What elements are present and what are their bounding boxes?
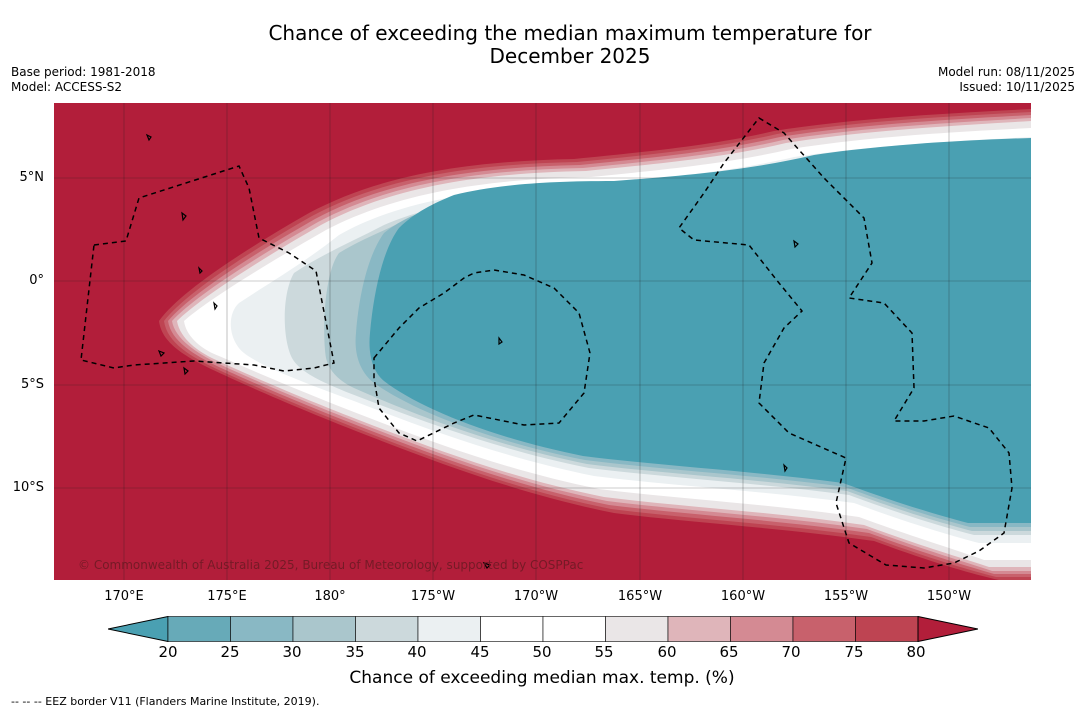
island-9	[213, 301, 218, 311]
title-line-2: December 2025	[489, 44, 651, 68]
colorbar-segment	[542, 616, 606, 642]
colorbar-tick: 25	[220, 643, 240, 661]
eez-borders	[80, 117, 1013, 569]
colorbar-segment	[167, 616, 231, 642]
colorbar-label: Chance of exceeding median max. temp. (%…	[349, 668, 735, 688]
colorbar-below-extension	[107, 615, 169, 643]
island-4	[157, 349, 166, 358]
base-period: Base period: 1981-2018	[11, 65, 156, 79]
eez-tokelau	[373, 269, 591, 442]
colorbar-tick: 50	[532, 643, 552, 661]
colorbar-tick: 30	[282, 643, 302, 661]
colorbar-segment	[355, 616, 419, 642]
lon-label-170w: 170°W	[513, 589, 559, 604]
islands	[145, 133, 799, 569]
copyright-notice: © Commonwealth of Australia 2025, Bureau…	[78, 558, 584, 572]
model-name: Model: ACCESS-S2	[11, 80, 123, 94]
colorbar-tick: 55	[594, 643, 614, 661]
lon-label-175w: 175°W	[410, 589, 456, 604]
colorbar-tick: 75	[844, 643, 864, 661]
graticule	[54, 103, 1031, 580]
island-2	[181, 211, 187, 222]
map-canvas	[54, 103, 1031, 580]
eez-cook-islands	[677, 117, 1013, 569]
eez-footnote: -- -- -- EEZ border V11 (Flanders Marine…	[11, 695, 320, 708]
base-info: Base period: 1981-2018 Model: ACCESS-S2	[11, 65, 156, 95]
colorbar	[107, 615, 979, 643]
lon-label-170e: 170°E	[104, 589, 144, 604]
colorbar-tick: 20	[158, 643, 178, 661]
colorbar-tick: 45	[470, 643, 490, 661]
model-run-date: Model run: 08/11/2025	[937, 65, 1075, 79]
island-7	[793, 239, 799, 249]
lat-label-5n: 5°N	[19, 170, 45, 185]
colorbar-segment	[792, 616, 856, 642]
colorbar-tick: 70	[781, 643, 801, 661]
island-6	[498, 336, 503, 346]
lon-label-150w: 150°W	[926, 589, 972, 604]
lon-label-175e: 175°E	[207, 589, 247, 604]
lon-label-160w: 160°W	[720, 589, 766, 604]
title-line-1: Chance of exceeding the median maximum t…	[268, 21, 872, 45]
map-title: Chance of exceeding the median maximum t…	[200, 22, 940, 68]
colorbar-segment	[480, 616, 544, 642]
eez-tuvalu	[80, 165, 335, 372]
colorbar-tick: 80	[906, 643, 926, 661]
colorbar-segment	[855, 616, 919, 642]
colorbar-segment	[230, 616, 294, 642]
colorbar-tick: 60	[657, 643, 677, 661]
colorbar-tick: 40	[407, 643, 427, 661]
colorbar-above-extension	[917, 615, 979, 643]
colorbar-tick: 35	[345, 643, 365, 661]
probability-map	[54, 103, 1031, 580]
colorbar-segment	[605, 616, 669, 642]
lon-label-180: 180°	[314, 589, 346, 604]
issued-date: Issued: 10/11/2025	[959, 80, 1075, 94]
lon-label-165w: 165°W	[617, 589, 663, 604]
island-10	[482, 561, 492, 569]
island-1	[145, 133, 152, 142]
lat-label-0: 0°	[29, 273, 44, 288]
island-8	[783, 463, 788, 473]
colorbar-segment	[730, 616, 794, 642]
lat-label-10s: 10°S	[12, 480, 44, 495]
lon-label-155w: 155°W	[823, 589, 869, 604]
colorbar-segment	[292, 616, 356, 642]
island-3	[198, 266, 203, 275]
lat-label-5s: 5°S	[20, 377, 44, 392]
colorbar-graphic	[107, 615, 979, 643]
colorbar-segment	[417, 616, 481, 642]
colorbar-segment	[667, 616, 731, 642]
run-info: Model run: 08/11/2025 Issued: 10/11/2025	[938, 65, 1075, 95]
island-5	[183, 366, 189, 376]
colorbar-tick: 65	[719, 643, 739, 661]
band-below-25	[369, 138, 1031, 523]
